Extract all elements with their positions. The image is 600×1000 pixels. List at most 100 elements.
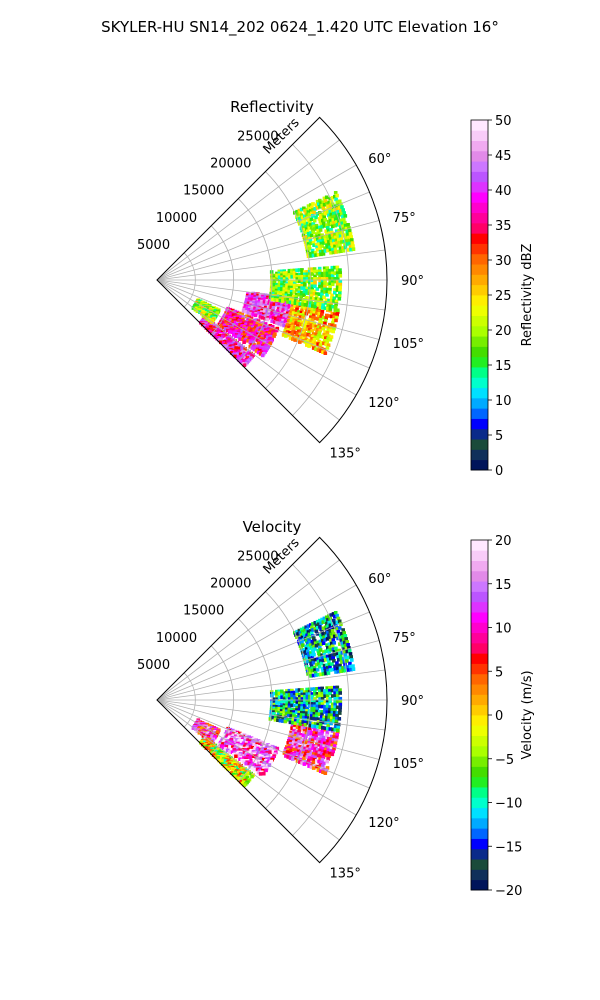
echo-cell: [341, 224, 345, 229]
echo-cell: [300, 277, 305, 281]
echo-cell: [311, 754, 315, 759]
echo-cell: [326, 739, 330, 744]
echo-cell: [272, 708, 276, 712]
echo-cell: [299, 713, 304, 717]
echo-cell: [300, 738, 304, 742]
colorbar-swatch: [471, 202, 488, 214]
echo-cell: [333, 614, 337, 619]
echo-cell: [308, 669, 312, 673]
echo-cell: [234, 754, 238, 759]
echo-cell: [309, 296, 314, 301]
echo-cell: [302, 708, 307, 713]
echo-cell: [335, 627, 340, 631]
echo-cell: [292, 753, 297, 757]
echo-cell: [321, 735, 326, 740]
echo-cell: [294, 714, 299, 719]
echo-cell: [334, 735, 339, 740]
echo-cell: [290, 737, 294, 742]
echo-cell: [323, 279, 327, 284]
echo-cell: [303, 326, 307, 331]
echo-cell: [299, 322, 303, 327]
echo-cell: [293, 697, 297, 701]
echo-cell: [295, 275, 300, 279]
echo-cell: [313, 274, 317, 279]
echo-cell: [325, 232, 329, 236]
echo-cell: [328, 304, 333, 309]
echo-cell: [309, 765, 314, 769]
colorbar-swatch: [471, 756, 488, 767]
echo-cell: [308, 307, 312, 312]
echo-cell: [312, 313, 316, 318]
echo-cell: [343, 650, 347, 654]
echo-cell: [296, 732, 301, 736]
echo-cell: [313, 736, 318, 741]
echo-cell: [315, 739, 320, 744]
azimuth-gridline: [156, 669, 386, 701]
echo-cell: [326, 724, 330, 728]
echo-cell: [285, 701, 289, 705]
echo-cell: [334, 738, 338, 743]
echo-cell: [310, 337, 314, 341]
echo-cell: [285, 325, 289, 329]
echo-cell: [227, 741, 231, 746]
echo-cell: [308, 656, 312, 661]
echo-cell: [313, 277, 317, 281]
echo-cell: [321, 315, 326, 320]
echo-cell: [274, 314, 279, 319]
echo-cell: [220, 758, 225, 762]
echo-cell: [320, 758, 325, 762]
echo-cell: [290, 697, 294, 701]
echo-cell: [321, 632, 325, 637]
echo-cell: [253, 331, 258, 335]
echo-cell: [330, 268, 335, 273]
echo-cell: [324, 718, 329, 722]
echo-cell: [326, 657, 331, 661]
echo-cell: [321, 300, 326, 305]
echo-cell: [288, 749, 293, 753]
echo-cell: [216, 327, 221, 332]
echo-cell: [343, 220, 347, 225]
echo-cell: [301, 300, 305, 304]
echo-cell: [313, 702, 317, 706]
echo-cell: [287, 695, 292, 699]
echo-cell: [309, 254, 313, 258]
echo-cell: [251, 340, 256, 344]
echo-cell: [303, 281, 307, 286]
echo-cell: [287, 305, 292, 309]
echo-cell: [285, 745, 289, 749]
echo-cell: [310, 740, 314, 745]
echo-cell: [313, 237, 318, 242]
echo-cell: [262, 300, 267, 304]
echo-cell: [326, 204, 330, 209]
echo-cell: [280, 303, 284, 308]
echo-cell: [325, 666, 330, 670]
echo-cell: [308, 303, 313, 308]
echo-cell: [295, 333, 299, 338]
echo-cell: [299, 213, 304, 217]
echo-cell: [293, 279, 297, 283]
echo-cell: [299, 633, 304, 637]
echo-cell: [306, 752, 310, 757]
echo-cell: [302, 626, 306, 631]
echo-cell: [310, 248, 315, 253]
echo-cell: [316, 722, 320, 727]
echo-cell: [243, 347, 247, 351]
echo-cell: [285, 703, 289, 707]
echo-cell: [277, 281, 282, 285]
colorbar-label: Velocity (m/s): [520, 670, 535, 759]
echo-cell: [315, 247, 320, 252]
echo-cell: [310, 279, 315, 284]
echo-cell: [312, 712, 317, 716]
echo-cell: [346, 668, 351, 672]
colorbar-swatch: [471, 212, 488, 224]
echo-cell: [302, 711, 307, 715]
echo-cell: [277, 305, 281, 309]
colorbar-swatch: [471, 418, 488, 430]
colorbar-swatch: [471, 704, 488, 716]
echo-cell: [263, 334, 268, 338]
echo-cell: [338, 291, 342, 295]
echo-cell: [323, 351, 328, 355]
echo-cell: [302, 206, 306, 211]
echo-cell: [343, 634, 348, 638]
echo-cell: [349, 235, 353, 239]
